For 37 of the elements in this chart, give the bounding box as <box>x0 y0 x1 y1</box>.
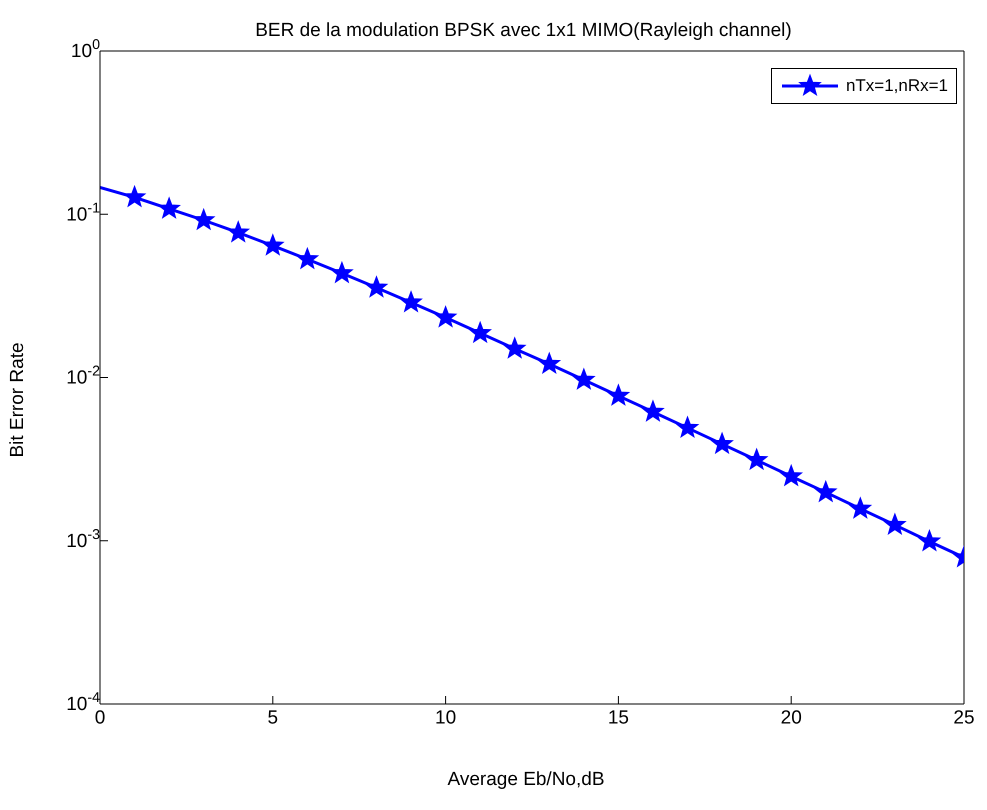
point <box>262 234 284 256</box>
x-axis-title: Average Eb/No,dB <box>446 768 606 792</box>
point <box>469 322 492 343</box>
point <box>572 368 595 390</box>
y-tick-label: 10$^{-2}$ <box>66 364 100 388</box>
point <box>814 480 837 502</box>
chart-title: BER de la modulation BPSK avec 1x1 MIMO(Rayleigh channel) <box>255 20 792 41</box>
point <box>366 276 388 298</box>
x-tick-label: 5 <box>268 707 278 728</box>
y-tick-label: 10$^{0}$ <box>70 37 100 62</box>
point <box>434 306 457 327</box>
point <box>642 400 664 422</box>
point <box>746 448 768 470</box>
x-tick-label: 10 <box>435 707 456 728</box>
point <box>124 186 146 207</box>
point <box>676 416 698 438</box>
point <box>607 384 630 406</box>
point <box>158 197 180 218</box>
point <box>918 530 940 551</box>
x-tick-label: 15 <box>608 707 629 728</box>
point <box>884 513 906 534</box>
point <box>538 352 560 374</box>
y-axis-title: Bit Error Rate <box>7 342 29 458</box>
point <box>711 432 734 454</box>
point <box>296 248 318 269</box>
x-tick-label: 20 <box>780 707 802 728</box>
y-tick-label: 10$^{-3}$ <box>66 526 100 552</box>
point <box>504 337 526 358</box>
y-tick-label: 10$^{-1}$ <box>66 200 100 226</box>
point <box>227 221 250 242</box>
point <box>780 464 802 486</box>
x-tick-label: 25 <box>953 707 975 728</box>
point <box>849 497 872 518</box>
legend-label: nTx=1,nRx=1 <box>846 76 948 96</box>
point <box>400 291 422 312</box>
point <box>192 208 215 230</box>
point <box>330 262 353 283</box>
